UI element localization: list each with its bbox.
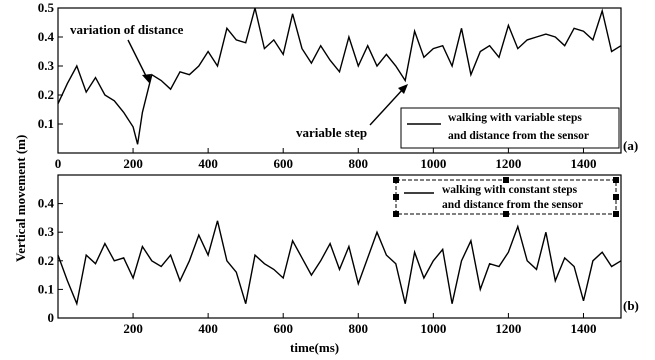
- selection-handle-0: [393, 177, 399, 183]
- y-tick-label-b-0: 0: [48, 310, 55, 325]
- selection-handle-7: [613, 211, 619, 217]
- y-tick-label-a-3: 0.4: [38, 29, 55, 44]
- x-tick-label-b-2: 600: [273, 321, 293, 336]
- x-tick-label-a-4: 800: [349, 156, 369, 171]
- x-tick-label-b-6: 1400: [570, 321, 596, 336]
- chart-panel-a: 0 200 400 600 800 1000 1200 1400 0.1 0.2 0.3 0.4 0.5…: [38, 0, 638, 171]
- legend-box-a: [400, 107, 620, 149]
- legend-label-a-line1: walking with variable steps: [448, 112, 582, 124]
- x-tick-label-b-1: 400: [198, 321, 218, 336]
- tick-layer-b: 200 400 600 800 1000 1200 1400 0 0.1 0.2 0.3 0.4: [38, 196, 597, 336]
- panel-label-b: (b): [623, 298, 639, 313]
- legend-b: walking with constant steps and distance…: [393, 177, 619, 217]
- arrowhead-step: [398, 84, 408, 94]
- plot-frame-a: [57, 7, 622, 154]
- annotation-arrow-step: [369, 87, 405, 126]
- y-axis-label: Vertical movement (m): [13, 135, 28, 262]
- x-tick-label-a-7: 1400: [570, 156, 596, 171]
- x-tick-label-a-2: 400: [198, 156, 218, 171]
- x-tick-label-a-0: 0: [55, 156, 62, 171]
- plot-frame-b: [57, 174, 622, 319]
- selection-handle-4: [613, 194, 619, 200]
- panel-label-a: (a): [623, 138, 638, 153]
- y-tick-label-b-2: 0.2: [38, 253, 54, 268]
- selection-handle-1: [503, 177, 509, 183]
- y-tick-label-a-1: 0.2: [38, 87, 54, 102]
- legend-selection-handles: [393, 177, 619, 217]
- selection-handle-6: [503, 211, 509, 217]
- x-tick-label-a-1: 200: [123, 156, 143, 171]
- series-line-a: [57, 7, 622, 145]
- y-tick-label-a-4: 0.5: [38, 0, 55, 15]
- y-tick-label-b-3: 0.3: [38, 224, 55, 239]
- x-tick-label-b-5: 1200: [495, 321, 521, 336]
- arrowhead-distance: [142, 74, 151, 84]
- legend-a: walking with variable steps and distance…: [400, 107, 620, 149]
- legend-label-b-line2: and distance from the sensor: [442, 199, 583, 211]
- chart-panel-b: 200 400 600 800 1000 1200 1400 0 0.1 0.2 0.3 0.4 wa…: [38, 174, 639, 336]
- annotation-variation-of-distance: variation of distance: [70, 22, 184, 37]
- selection-handle-2: [613, 177, 619, 183]
- legend-label-b-line1: walking with constant steps: [442, 184, 578, 196]
- x-tick-label-b-3: 800: [349, 321, 369, 336]
- series-line-b: [57, 220, 622, 307]
- annotation-arrow-distance: [127, 39, 149, 81]
- x-tick-label-b-0: 200: [123, 321, 143, 336]
- selection-handle-3: [393, 194, 399, 200]
- tick-layer-a: 0 200 400 600 800 1000 1200 1400 0.1 0.2 0.3 0.4 0.5: [38, 0, 597, 171]
- legend-label-a-line2: and distance from the sensor: [448, 130, 589, 142]
- x-tick-label-a-3: 600: [273, 156, 293, 171]
- y-tick-label-b-1: 0.1: [38, 281, 54, 296]
- x-tick-label-b-4: 1000: [420, 321, 446, 336]
- y-tick-label-b-4: 0.4: [38, 196, 55, 211]
- x-tick-label-a-5: 1000: [420, 156, 446, 171]
- y-tick-label-a-0: 0.1: [38, 116, 54, 131]
- annotation-variable-step: variable step: [296, 125, 367, 140]
- y-tick-label-a-2: 0.3: [38, 58, 55, 73]
- x-tick-label-a-6: 1200: [495, 156, 521, 171]
- selection-handle-5: [393, 211, 399, 217]
- x-axis-label: time(ms): [290, 340, 339, 355]
